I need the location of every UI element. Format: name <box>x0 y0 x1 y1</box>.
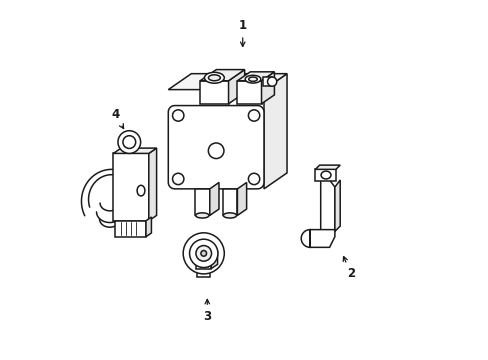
Polygon shape <box>237 81 261 104</box>
Circle shape <box>183 233 224 274</box>
Circle shape <box>248 110 259 121</box>
Circle shape <box>208 143 224 158</box>
Polygon shape <box>115 221 145 237</box>
Circle shape <box>172 173 183 185</box>
Polygon shape <box>200 81 228 104</box>
Ellipse shape <box>204 72 224 83</box>
Polygon shape <box>200 69 244 81</box>
Polygon shape <box>237 183 246 215</box>
Polygon shape <box>148 185 155 199</box>
Polygon shape <box>168 105 264 189</box>
Ellipse shape <box>223 213 236 218</box>
Ellipse shape <box>321 171 330 179</box>
Polygon shape <box>145 217 151 237</box>
Polygon shape <box>197 267 210 277</box>
Polygon shape <box>148 148 156 221</box>
Polygon shape <box>309 230 334 247</box>
Polygon shape <box>113 153 148 221</box>
Polygon shape <box>196 255 211 269</box>
Polygon shape <box>237 72 274 81</box>
Text: 1: 1 <box>238 19 246 46</box>
Polygon shape <box>334 180 340 231</box>
Polygon shape <box>264 74 286 189</box>
Ellipse shape <box>208 75 220 81</box>
Polygon shape <box>315 169 335 181</box>
Polygon shape <box>168 74 286 90</box>
Polygon shape <box>301 230 309 247</box>
Circle shape <box>189 239 218 267</box>
Ellipse shape <box>244 75 260 83</box>
Polygon shape <box>209 183 219 215</box>
Polygon shape <box>315 165 340 169</box>
Text: 4: 4 <box>111 108 123 129</box>
Polygon shape <box>196 251 217 255</box>
Polygon shape <box>263 77 272 86</box>
Text: 2: 2 <box>343 257 354 280</box>
Polygon shape <box>195 189 209 215</box>
Ellipse shape <box>248 77 257 81</box>
Polygon shape <box>113 148 156 153</box>
Polygon shape <box>320 180 334 231</box>
Text: 3: 3 <box>203 300 211 323</box>
Circle shape <box>248 173 259 185</box>
Circle shape <box>122 136 135 148</box>
Circle shape <box>267 77 276 86</box>
Polygon shape <box>211 251 217 269</box>
Circle shape <box>172 110 183 121</box>
Polygon shape <box>222 189 237 215</box>
Circle shape <box>201 251 206 256</box>
Polygon shape <box>228 69 244 104</box>
Polygon shape <box>261 72 274 104</box>
Circle shape <box>196 246 211 261</box>
Ellipse shape <box>195 213 208 218</box>
Circle shape <box>118 131 141 153</box>
Ellipse shape <box>137 185 144 196</box>
